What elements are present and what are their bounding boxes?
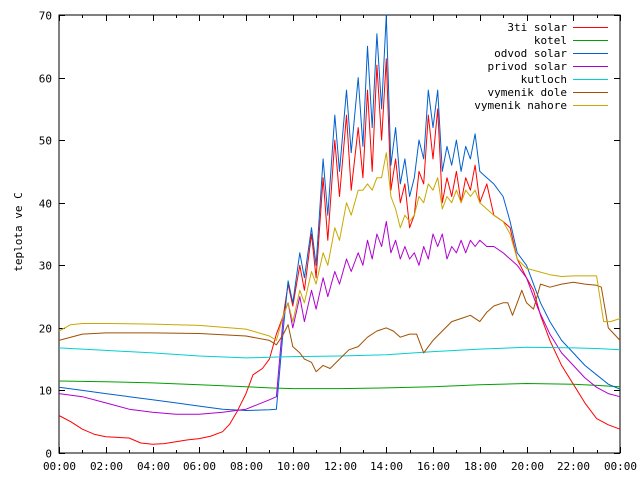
series-line-3ti-solar — [58, 58, 621, 445]
series-line-vymenik-dole — [58, 281, 621, 373]
x-tick-label: 14:00 — [370, 460, 403, 473]
legend-label: vymenik nahore — [474, 99, 567, 112]
y-tick-label: 40 — [39, 198, 52, 211]
y-tick-label: 20 — [39, 323, 52, 336]
y-tick-label: 0 — [45, 448, 52, 461]
legend-label: vymenik dole — [488, 86, 567, 99]
x-tick-label: 18:00 — [464, 460, 497, 473]
x-tick-label: 12:00 — [324, 460, 357, 473]
x-tick-label: 16:00 — [417, 460, 450, 473]
series-line-kutloch — [58, 346, 621, 359]
series-line-odvod-solar — [58, 14, 621, 411]
x-tick-label: 04:00 — [137, 460, 170, 473]
y-tick-label: 60 — [39, 73, 52, 86]
x-tick-label: 08:00 — [230, 460, 263, 473]
series-line-vymenik-nahore — [58, 152, 621, 341]
x-tick-label: 00:00 — [604, 460, 637, 473]
x-tick-label: 22:00 — [557, 460, 590, 473]
axes: 0 10 20 30 40 50 60 70 00:00 02:00 04:00 06:00 08:00… — [39, 10, 637, 474]
x-tick-label: 20:00 — [511, 460, 544, 473]
y-axis-label: teplota ve C — [12, 192, 25, 271]
legend-label: odvod solar — [494, 47, 567, 60]
y-tick-label: 10 — [39, 385, 52, 398]
y-tick-label: 70 — [39, 10, 52, 23]
legend-label: 3ti solar — [507, 21, 567, 34]
x-tick-label: 00:00 — [43, 460, 76, 473]
x-tick-label: 06:00 — [183, 460, 216, 473]
y-tick-label: 30 — [39, 260, 52, 273]
legend-label: privod solar — [488, 60, 568, 73]
series-lines — [58, 14, 621, 445]
x-tick-label: 10:00 — [277, 460, 310, 473]
legend-label: kotel — [534, 34, 567, 47]
series-line-privod-solar — [58, 221, 621, 415]
x-tick-label: 02:00 — [90, 460, 123, 473]
y-tick-label: 50 — [39, 135, 52, 148]
legend-label: kutloch — [521, 73, 567, 86]
plot-frame — [58, 14, 621, 454]
series-line-kotel — [58, 380, 621, 390]
